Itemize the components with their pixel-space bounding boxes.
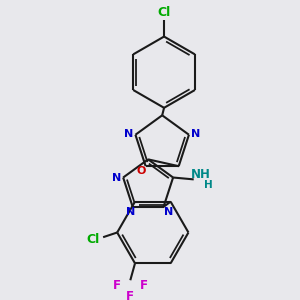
Text: N: N (126, 208, 135, 218)
Text: N: N (124, 129, 134, 139)
Text: O: O (136, 166, 146, 176)
Text: H: H (204, 180, 213, 190)
Text: N: N (164, 206, 173, 217)
Text: N: N (191, 129, 200, 139)
Text: F: F (126, 290, 134, 300)
Text: F: F (113, 279, 121, 292)
Text: N: N (112, 173, 121, 184)
Text: NH: NH (191, 168, 211, 181)
Text: Cl: Cl (86, 232, 99, 246)
Text: Cl: Cl (158, 6, 171, 19)
Text: F: F (140, 279, 147, 292)
